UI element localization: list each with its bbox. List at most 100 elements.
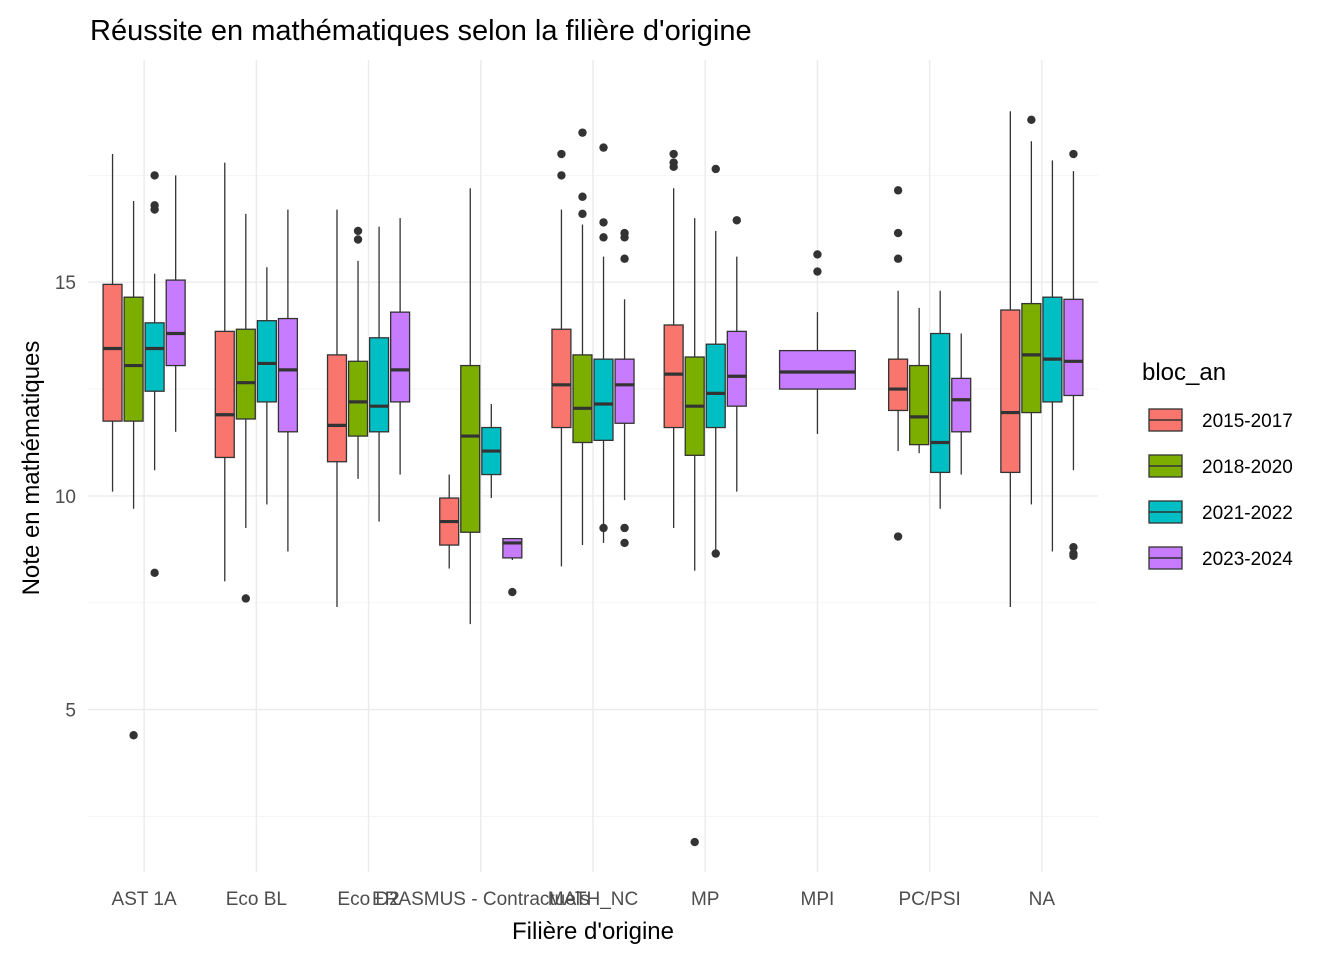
- outlier-point: [620, 538, 629, 548]
- box-body: [930, 332, 951, 474]
- outlier-point: [578, 192, 587, 201]
- outlier-point: [353, 226, 363, 236]
- outlier-point: [150, 205, 159, 214]
- box-body: [144, 322, 165, 392]
- outlier-point: [508, 587, 517, 597]
- legend-item: 2023-2024: [1148, 546, 1293, 570]
- box-layer: [102, 111, 1084, 847]
- box-2015-2017: [102, 154, 123, 492]
- box-2021-2022: [144, 171, 165, 578]
- x-tick-label: NA: [1029, 889, 1056, 910]
- outlier-point: [599, 523, 608, 533]
- box-body: [256, 320, 277, 403]
- outlier-point: [893, 532, 903, 541]
- outlier-point: [893, 254, 903, 263]
- box-body: [326, 354, 348, 463]
- box-2015-2017: [887, 186, 909, 541]
- box-2021-2022: [593, 143, 614, 543]
- box-body: [1021, 302, 1042, 414]
- box-2018-2020: [684, 218, 705, 847]
- box-body: [1063, 298, 1084, 397]
- legend-item: 2021-2022: [1148, 500, 1293, 524]
- x-tick-label: MPI: [801, 889, 835, 910]
- x-tick-label: ERASMUS - Contractuels: [372, 889, 590, 910]
- legend-item: 2015-2017: [1148, 408, 1293, 432]
- outlier-point: [353, 235, 363, 244]
- outlier-point: [129, 731, 138, 740]
- legend-title: bloc_an: [1142, 359, 1226, 386]
- x-tick-label: MATH_NC: [548, 889, 638, 910]
- outlier-point: [620, 233, 629, 242]
- x-tick-label: MP: [691, 889, 720, 910]
- box-2023-2024: [1063, 149, 1084, 560]
- box-2015-2017: [663, 149, 684, 528]
- box-body: [593, 358, 614, 442]
- x-tick-label: PC/PSI: [899, 889, 961, 910]
- box-body: [347, 360, 369, 437]
- outlier-point: [599, 143, 608, 152]
- outlier-point: [690, 837, 699, 847]
- legend-item: 2018-2020: [1148, 454, 1293, 478]
- box-2023-2024: [502, 538, 523, 597]
- outlier-point: [1027, 115, 1036, 125]
- outlier-point: [599, 233, 608, 242]
- box-2023-2024: [165, 175, 186, 432]
- x-tick-label: Eco BL: [226, 889, 287, 910]
- box-2021-2022: [705, 164, 726, 558]
- outlier-point: [669, 149, 678, 159]
- box-body: [460, 364, 481, 533]
- outlier-point: [578, 128, 587, 137]
- box-body: [887, 358, 909, 412]
- grid-layer: [88, 60, 1098, 872]
- y-axis-ticks: 5 10 15: [55, 273, 76, 721]
- box-2023-2024: [778, 250, 856, 434]
- x-tick-label: Eco D2: [337, 889, 399, 910]
- box-2015-2017: [1000, 111, 1021, 608]
- box-2021-2022: [256, 267, 277, 505]
- box-body: [726, 330, 747, 407]
- box-body: [368, 337, 390, 433]
- y-tick-label: 10: [55, 487, 76, 508]
- legend-label: 2021-2022: [1202, 503, 1293, 524]
- box-body: [214, 330, 235, 459]
- chart-title: Réussite en mathématiques selon la filiè…: [90, 15, 752, 47]
- y-tick-label: 5: [65, 701, 76, 722]
- outlier-point: [150, 171, 159, 180]
- outlier-point: [1069, 551, 1078, 560]
- outlier-point: [1069, 543, 1078, 552]
- box-2021-2022: [930, 290, 951, 509]
- box-2018-2020: [460, 188, 481, 625]
- box-2015-2017: [214, 162, 235, 582]
- box-body: [102, 283, 123, 422]
- box-2021-2022: [1042, 160, 1063, 552]
- box-2023-2024: [277, 209, 299, 552]
- y-axis-title: Note en mathématiques: [18, 341, 45, 596]
- box-body: [705, 343, 726, 429]
- outlier-point: [732, 216, 741, 225]
- box-2021-2022: [481, 404, 502, 499]
- outlier-point: [813, 250, 822, 259]
- outlier-point: [711, 549, 720, 558]
- box-2015-2017: [326, 209, 348, 608]
- box-body: [1042, 296, 1063, 403]
- box-body: [614, 358, 635, 424]
- box-2021-2022: [368, 226, 390, 522]
- outlier-point: [893, 228, 903, 238]
- outlier-point: [893, 186, 903, 195]
- legend-label: 2015-2017: [1202, 411, 1293, 432]
- box-2018-2020: [1021, 115, 1042, 505]
- box-body: [235, 328, 256, 420]
- box-2018-2020: [123, 201, 144, 740]
- box-2018-2020: [347, 226, 369, 479]
- box-body: [165, 279, 186, 367]
- x-axis-title: Filière d'origine: [512, 918, 674, 945]
- outlier-point: [557, 149, 566, 159]
- outlier-point: [711, 164, 720, 174]
- outlier-point: [620, 254, 629, 263]
- outlier-point: [578, 209, 587, 219]
- legend-label: 2018-2020: [1202, 457, 1293, 478]
- box-2015-2017: [439, 474, 460, 569]
- box-body: [909, 364, 930, 446]
